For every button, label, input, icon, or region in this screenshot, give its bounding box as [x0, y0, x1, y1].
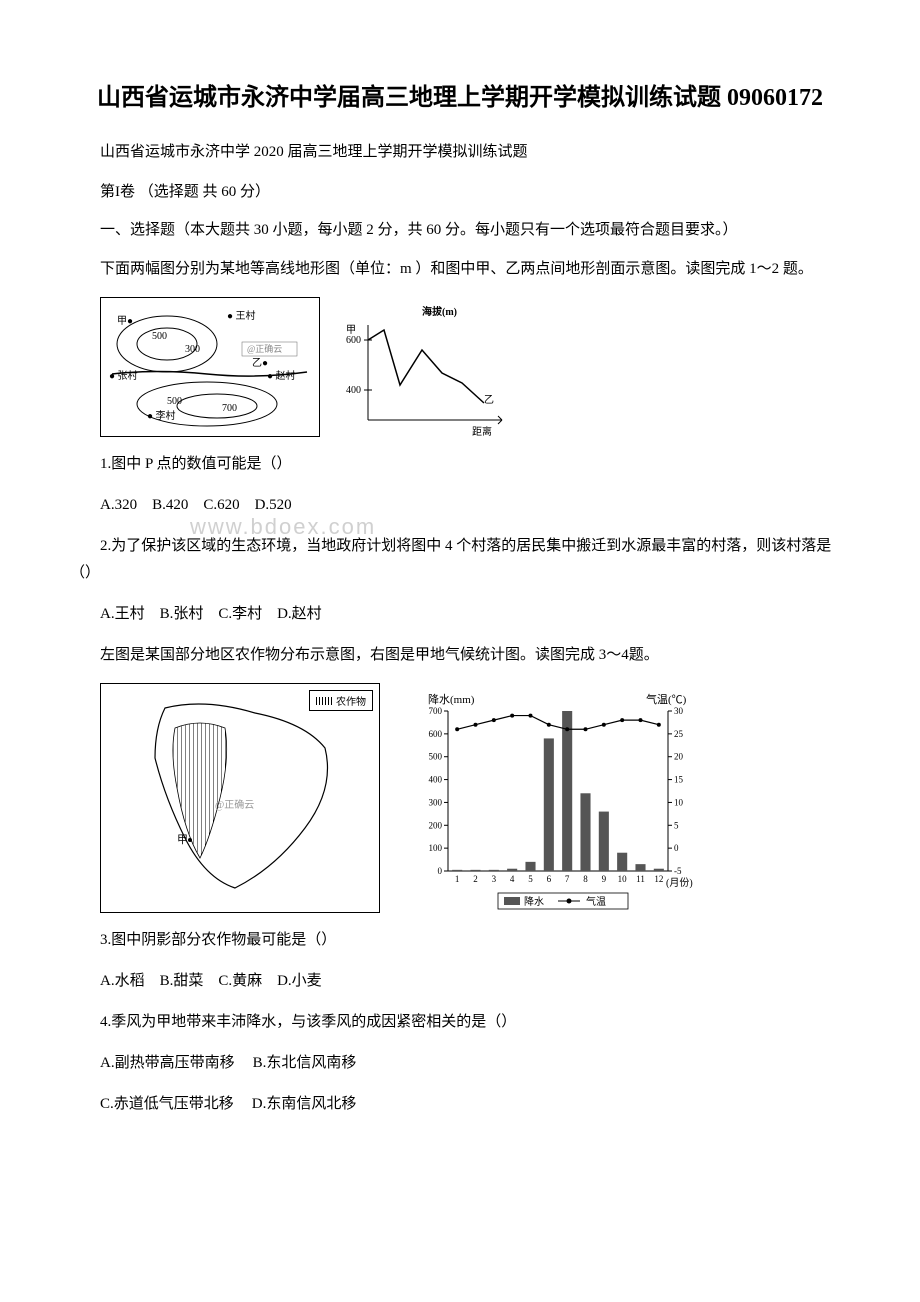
- svg-text:2: 2: [473, 874, 478, 884]
- svg-text:-5: -5: [674, 866, 682, 876]
- india-map: 农作物 @正确云 甲: [100, 683, 380, 913]
- figure-row-2: 农作物 @正确云 甲 降水(mm) 气温(℃): [100, 683, 850, 913]
- svg-text:0: 0: [674, 843, 679, 853]
- svg-text:甲: 甲: [177, 834, 188, 846]
- svg-text:降水(mm): 降水(mm): [428, 692, 475, 706]
- svg-text:5: 5: [528, 874, 533, 884]
- svg-text:0: 0: [438, 866, 443, 876]
- svg-text:30: 30: [674, 706, 684, 716]
- question-4-options-row2: C.赤道低气压带北移D.东南信风北移: [70, 1091, 850, 1118]
- question-4-options-row1: A.副热带高压带南移B.东北信风南移: [70, 1050, 850, 1077]
- subtitle: 山西省运城市永济中学 2020 届高三地理上学期开学模拟训练试题: [70, 140, 850, 164]
- svg-text:200: 200: [429, 820, 443, 830]
- svg-text:乙●: 乙●: [252, 357, 268, 369]
- svg-text:@正确云: @正确云: [215, 798, 254, 811]
- page-title: 山西省运城市永济中学届高三地理上学期开学模拟训练试题 09060172: [70, 80, 850, 116]
- svg-text:400: 400: [346, 385, 361, 396]
- svg-text:300: 300: [429, 797, 443, 807]
- svg-text:25: 25: [674, 729, 684, 739]
- svg-text:(月份): (月份): [666, 877, 693, 889]
- svg-text:500: 500: [429, 752, 443, 762]
- svg-text:降水: 降水: [524, 895, 544, 908]
- figure-row-1: 甲● 500 300 ● 王村 @正确云 ● 张村 乙● ● 赵村 500 ● …: [100, 297, 850, 437]
- question-3: 3.图中阴影部分农作物最可能是（）: [70, 927, 850, 954]
- contour-map: 甲● 500 300 ● 王村 @正确云 ● 张村 乙● ● 赵村 500 ● …: [100, 297, 320, 437]
- svg-text:6: 6: [547, 874, 552, 884]
- passage-2: 左图是某国部分地区农作物分布示意图，右图是甲地气候统计图。读图完成 3～4题。: [70, 642, 850, 669]
- svg-text:500: 500: [167, 396, 182, 407]
- svg-text:4: 4: [510, 874, 515, 884]
- svg-text:500: 500: [152, 331, 167, 342]
- svg-text:1: 1: [455, 874, 460, 884]
- svg-text:600: 600: [429, 729, 443, 739]
- svg-text:海拔(m): 海拔(m): [422, 305, 457, 318]
- question-3-options: A.水稻 B.甜菜 C.黄麻 D.小麦: [70, 968, 850, 995]
- svg-text:7: 7: [565, 874, 570, 884]
- svg-text:100: 100: [429, 843, 443, 853]
- map-legend: 农作物: [309, 690, 374, 711]
- svg-text:气温(℃): 气温(℃): [646, 692, 687, 706]
- climate-chart: 降水(mm) 气温(℃) 0 100 200 300 400 500 600 700 -5 0 5…: [400, 683, 710, 913]
- svg-text:气温: 气温: [586, 895, 606, 908]
- svg-text:10: 10: [618, 874, 628, 884]
- profile-chart: 海拔(m) 甲 600 400 乙 距离: [340, 297, 510, 437]
- svg-text:距离: 距离: [472, 425, 492, 438]
- svg-text:600: 600: [346, 335, 361, 346]
- svg-text:11: 11: [636, 874, 645, 884]
- svg-text:● 李村: ● 李村: [147, 409, 176, 422]
- svg-text:700: 700: [222, 403, 237, 414]
- question-1: 1.图中 P 点的数值可能是（）: [70, 451, 850, 478]
- svg-text:● 张村: ● 张村: [109, 369, 138, 382]
- instructions: 一、选择题（本大题共 30 小题，每小题 2 分，共 60 分。每小题只有一个选…: [70, 218, 850, 242]
- svg-text:@正确云: @正确云: [247, 343, 282, 354]
- question-2: 2.为了保护该区域的生态环境，当地政府计划将图中 4 个村落的居民集中搬迁到水源…: [70, 533, 850, 587]
- svg-text:20: 20: [674, 752, 684, 762]
- svg-text:300: 300: [185, 344, 200, 355]
- svg-text:15: 15: [674, 775, 684, 785]
- question-1-options: A.320 B.420 C.620 D.520: [70, 492, 850, 519]
- svg-text:8: 8: [583, 874, 588, 884]
- svg-text:9: 9: [602, 874, 607, 884]
- question-4: 4.季风为甲地带来丰沛降水，与该季风的成因紧密相关的是（）: [70, 1009, 850, 1036]
- svg-text:10: 10: [674, 797, 684, 807]
- svg-text:700: 700: [429, 706, 443, 716]
- svg-text:400: 400: [429, 775, 443, 785]
- svg-text:3: 3: [492, 874, 497, 884]
- passage-1: 下面两幅图分别为某地等高线地形图（单位：m ）和图中甲、乙两点间地形剖面示意图。…: [70, 256, 850, 283]
- svg-text:乙: 乙: [484, 394, 494, 406]
- svg-text:5: 5: [674, 820, 679, 830]
- svg-text:甲●: 甲●: [117, 316, 133, 327]
- svg-text:● 王村: ● 王村: [227, 309, 256, 322]
- section-header: 第I卷 （选择题 共 60 分）: [70, 180, 850, 204]
- question-2-options: A.王村 B.张村 C.李村 D.赵村: [70, 601, 850, 628]
- svg-text:12: 12: [654, 874, 663, 884]
